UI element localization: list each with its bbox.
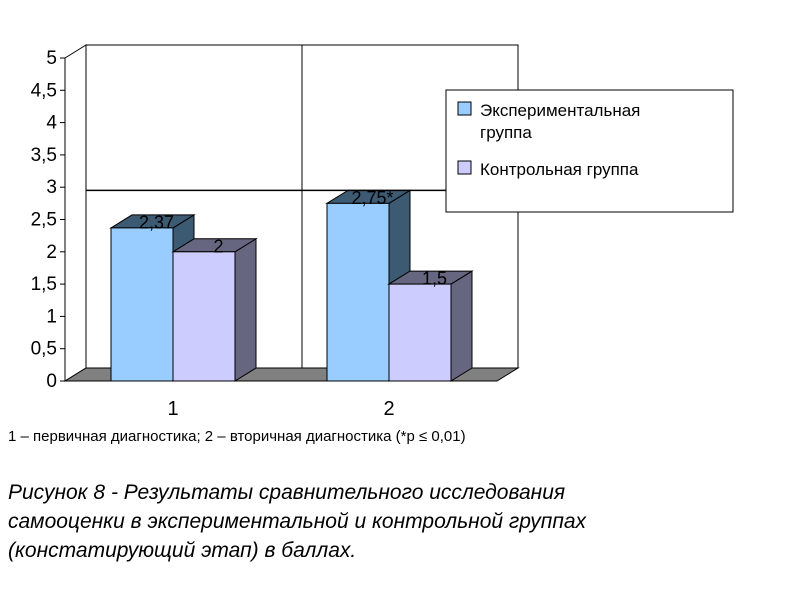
y-tick-label: 0 <box>46 371 57 392</box>
y-axis-ticks: 0 0,5 1 1,5 2 2,5 3 3,5 4 4,5 5 <box>31 48 66 392</box>
x-category-label: 1 <box>167 398 178 420</box>
caption-line-2: самооценки в экспериментальной и контрол… <box>8 510 587 533</box>
data-label: 2,75* <box>351 188 393 208</box>
y-tick-label: 4,5 <box>31 80 57 101</box>
legend-label-ctrl: Контрольная группа <box>480 160 639 179</box>
bar-front-face <box>110 227 174 382</box>
bar-ctrl-1 <box>171 237 258 382</box>
y-tick-label: 4 <box>46 113 57 134</box>
data-label: 2 <box>213 236 223 256</box>
y-tick-label: 5 <box>46 48 57 69</box>
legend-swatch-ctrl <box>457 160 472 175</box>
legend-label-exp-line2: группа <box>480 123 532 142</box>
y-tick-label: 1 <box>46 306 57 327</box>
y-tick-label: 2,5 <box>31 210 57 231</box>
y-tick-label: 3,5 <box>31 145 57 166</box>
legend-label-exp-line1: Экспериментальная <box>480 101 640 120</box>
caption-line-1: Рисунок 8 - Результаты сравнительного ис… <box>8 481 566 504</box>
legend-box <box>445 89 734 213</box>
y-tick-label: 1,5 <box>31 274 57 295</box>
bar-front-face <box>388 283 452 382</box>
chart-legend: Экспериментальная группа Контрольная гру… <box>445 89 734 213</box>
x-category-label: 2 <box>383 398 394 420</box>
figure-caption: Рисунок 8 - Результаты сравнительного ис… <box>8 478 788 565</box>
data-label: 2,37 <box>139 212 174 232</box>
y-tick-label: 3 <box>46 177 57 198</box>
bar-side-face <box>234 237 257 382</box>
chart-data-labels: 2,37 2 2,75* 1,5 <box>139 188 447 289</box>
data-label: 1,5 <box>422 269 447 289</box>
y-tick-label: 0,5 <box>31 339 57 360</box>
bar-front-face <box>326 202 390 382</box>
bar-ctrl-2 <box>387 270 474 382</box>
chart-side-wall <box>64 44 87 382</box>
caption-line-3: (констатирующий этап) в баллах. <box>8 539 357 562</box>
y-tick-label: 2 <box>46 242 57 263</box>
bar-side-face <box>450 270 473 382</box>
chart-bars <box>109 189 474 382</box>
legend-swatch-exp <box>457 101 472 116</box>
chart-footnote: 1 – первичная диагностика; 2 – вторичная… <box>8 428 466 445</box>
bar-front-face <box>172 251 236 382</box>
